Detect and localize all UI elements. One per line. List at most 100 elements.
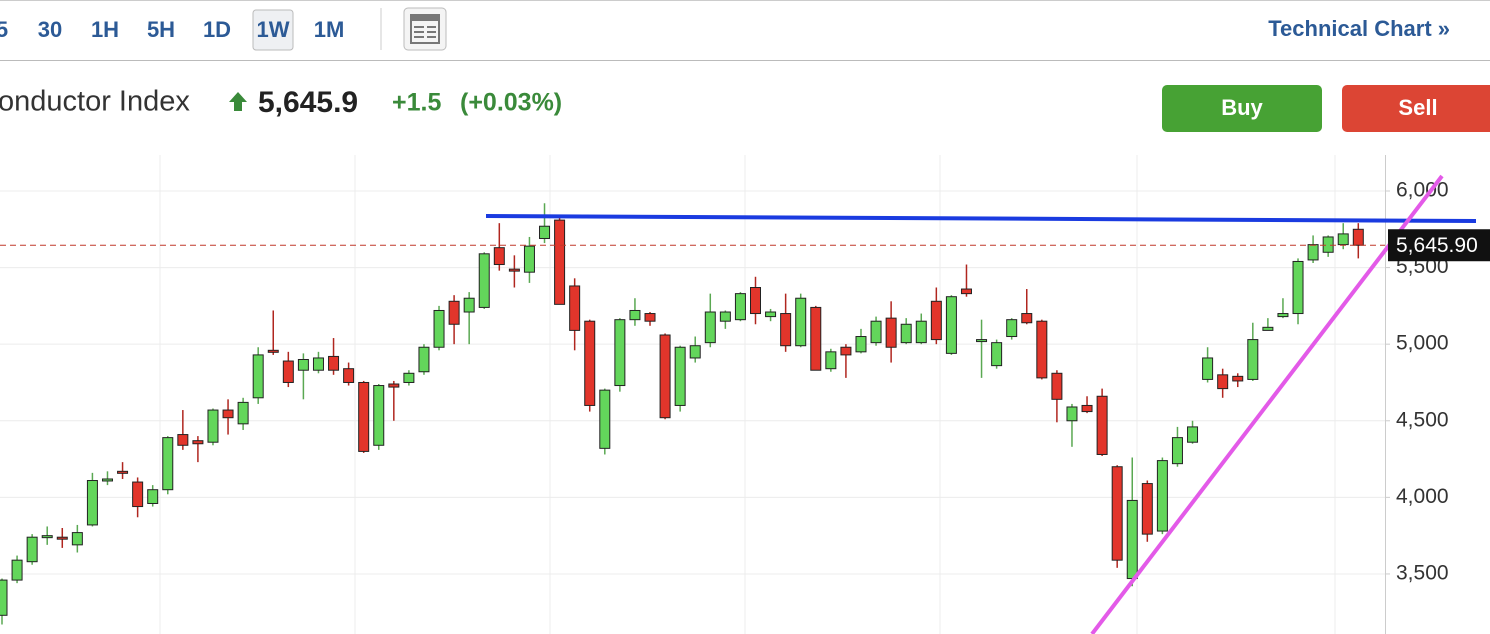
vertical-grid [159, 155, 1336, 634]
candle-body [885, 317, 897, 348]
candle-body [1202, 357, 1214, 380]
candle-body [312, 357, 324, 371]
candle-body [1187, 426, 1199, 443]
candle-body [1352, 228, 1364, 246]
candle-body [1337, 233, 1349, 246]
candle-body [930, 300, 942, 341]
instrument-name: onductor Index [0, 86, 190, 118]
candle-body [1126, 499, 1138, 580]
candle-body [117, 470, 129, 474]
candle-body [1036, 320, 1048, 379]
interval-button[interactable]: 1D [203, 17, 231, 42]
candle-body [539, 225, 551, 239]
candle-body [1096, 395, 1108, 455]
candle-body [1292, 260, 1304, 315]
candle-body [554, 219, 566, 305]
candle-body [1171, 437, 1183, 465]
candle-body [584, 320, 596, 406]
candle-body [1307, 244, 1319, 261]
candle-body [689, 345, 701, 359]
candle-body [358, 381, 370, 452]
candle-body [463, 297, 475, 313]
sell-label[interactable]: Sell [1398, 95, 1437, 120]
candle-body [328, 355, 340, 371]
candle-body [1081, 404, 1093, 413]
candle-body [1021, 313, 1033, 324]
candle-body [388, 383, 400, 388]
candle-body [915, 320, 927, 344]
candle-body [237, 401, 249, 425]
candle-body [840, 346, 852, 356]
candle-body [493, 247, 505, 266]
candle-body [1111, 466, 1123, 561]
selected-interval-box [252, 9, 294, 51]
candle-body [1217, 374, 1229, 390]
buy-label[interactable]: Buy [1221, 95, 1263, 120]
last-price-box [1388, 229, 1490, 262]
sell-button[interactable] [1342, 85, 1490, 132]
candle-body [192, 440, 204, 445]
buy-button[interactable] [1162, 85, 1322, 132]
candle-body [1141, 483, 1153, 535]
candle-body [252, 354, 264, 399]
interval-bar: 5 30 1H 5H 1D 1W 1M [0, 9, 345, 51]
candle-body [1232, 375, 1244, 382]
candle-body [659, 334, 671, 419]
candle-body [855, 336, 867, 353]
candle-body [704, 311, 716, 344]
interval-button[interactable]: 1M [314, 17, 345, 42]
y-tick-label: 5,000 [1396, 332, 1449, 355]
candle-body [900, 323, 912, 344]
candle-body [1247, 339, 1259, 380]
resistance-line [485, 214, 1477, 223]
candle-body [991, 342, 1003, 367]
y-tick-label: 6,000 [1396, 179, 1449, 202]
layout-icon[interactable] [403, 7, 447, 51]
candle-body [810, 306, 822, 371]
candle-body [750, 287, 761, 315]
candle-body [132, 481, 144, 508]
candle-body [297, 358, 309, 371]
candle-body [282, 360, 294, 383]
candle-body [569, 285, 581, 331]
interval-button[interactable]: 1W [257, 17, 290, 42]
candle-body [1066, 406, 1078, 422]
candle-body [222, 409, 234, 419]
candle-body [26, 536, 38, 563]
candle-body [1262, 326, 1274, 331]
candle-body [734, 293, 746, 321]
change: +1.5 [392, 89, 441, 117]
candle-body [71, 532, 83, 546]
candle-body [614, 319, 626, 387]
candle-body [795, 297, 807, 347]
candle-body [11, 559, 23, 581]
candle-body [644, 313, 656, 322]
trend-line [1090, 174, 1444, 634]
interval-button[interactable]: 5 [0, 17, 8, 42]
candle-body [86, 480, 98, 526]
candle-body [765, 311, 777, 318]
candle-body [523, 245, 535, 273]
technical-chart-link[interactable]: Technical Chart » [1268, 16, 1450, 41]
candle-body [403, 372, 415, 383]
y-tick-label: 4,500 [1396, 408, 1449, 431]
candle-body [825, 351, 837, 370]
candle-body [101, 478, 113, 482]
candle-body [870, 320, 882, 344]
interval-button[interactable]: 5H [147, 17, 175, 42]
interval-button[interactable]: 1H [91, 17, 119, 42]
candle-body [0, 579, 8, 616]
up-arrow [229, 92, 247, 111]
candle-body [599, 389, 611, 449]
candle-body [960, 288, 972, 295]
candle-body [433, 309, 445, 348]
last-price-label: 5,645.90 [1396, 234, 1478, 257]
candle-body [1156, 460, 1168, 532]
candle-body [976, 339, 988, 343]
candle-body [147, 489, 159, 504]
interval-button[interactable]: 30 [38, 17, 62, 42]
candle-body [207, 409, 219, 443]
candle-body [267, 349, 279, 353]
